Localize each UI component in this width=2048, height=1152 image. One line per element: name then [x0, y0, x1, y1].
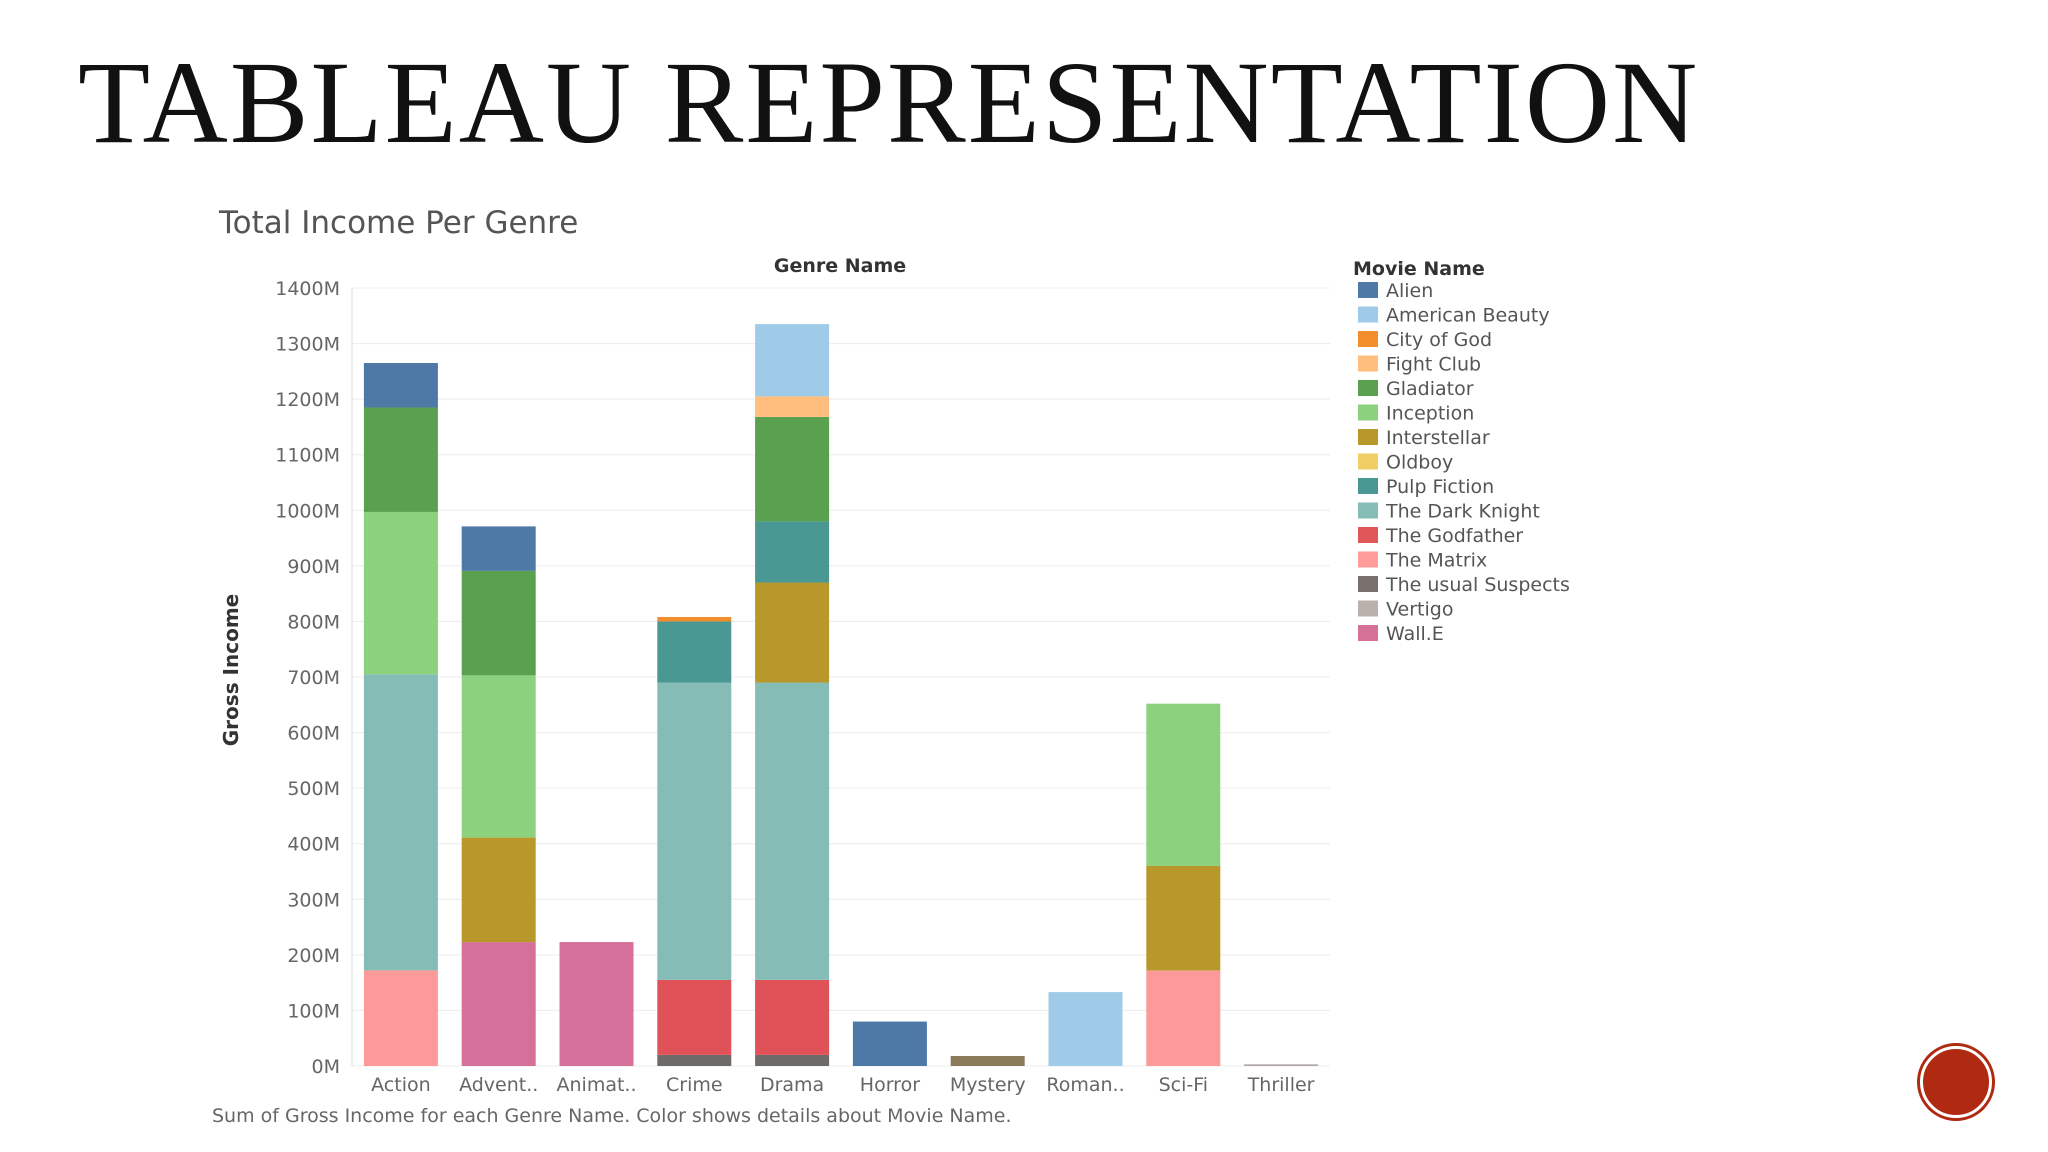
chart-title: Total Income Per Genre: [219, 205, 579, 241]
y-axis-label: Gross Income: [219, 594, 243, 746]
legend-label: Inception: [1386, 403, 1474, 425]
bar-segment[interactable]: [363, 674, 438, 971]
y-tick-label: 1100M: [275, 445, 340, 467]
bar-segment[interactable]: [657, 979, 732, 1055]
legend-swatch: [1358, 625, 1378, 641]
bar-segment[interactable]: [461, 526, 536, 571]
bar-segment[interactable]: [755, 416, 830, 522]
bar-segment[interactable]: [755, 682, 830, 980]
bar-segment[interactable]: [461, 942, 536, 1066]
legend-label: The usual Suspects: [1385, 574, 1570, 596]
bar-segment[interactable]: [852, 1021, 927, 1066]
legend-swatch: [1358, 429, 1378, 445]
y-axis-ticks: 1400M 1300M 1200M 1100M 1000M 900M 800M 700M 600…: [275, 278, 340, 1078]
y-tick-label: 800M: [287, 611, 340, 633]
bar-segment[interactable]: [657, 682, 732, 980]
bar-segment[interactable]: [461, 675, 536, 838]
chart-caption: Sum of Gross Income for each Genre Name.…: [212, 1105, 1012, 1127]
x-tick-label: Crime: [666, 1074, 723, 1096]
y-tick-label: 100M: [287, 1000, 340, 1022]
legend-swatch: [1358, 478, 1378, 494]
bar-segment[interactable]: [363, 970, 438, 1066]
legend-swatch: [1358, 404, 1378, 421]
legend-swatch: [1358, 306, 1378, 323]
y-tick-label: 300M: [287, 889, 340, 911]
legend-swatch: [1358, 453, 1378, 470]
x-tick-label: Horror: [860, 1074, 920, 1096]
y-tick-label: 1200M: [275, 389, 340, 411]
legend-title: Movie Name: [1353, 258, 1485, 280]
legend-swatch: [1358, 380, 1378, 396]
y-tick-label: 200M: [287, 945, 340, 967]
bar-segment[interactable]: [1146, 970, 1221, 1066]
bar-segment[interactable]: [950, 1055, 1025, 1066]
legend-label: Vertigo: [1386, 599, 1453, 621]
y-tick-label: 700M: [287, 667, 340, 689]
bar-segment[interactable]: [755, 979, 830, 1055]
bar-segment[interactable]: [1048, 992, 1123, 1066]
bar-segment[interactable]: [657, 1054, 732, 1066]
bar-segment[interactable]: [1146, 703, 1221, 866]
x-axis-ticks: Action Advent.. Animat.. Crime Drama Horror My…: [371, 1074, 1315, 1096]
bar-segment[interactable]: [461, 570, 536, 676]
bar-segment[interactable]: [755, 396, 830, 417]
legend-label: American Beauty: [1386, 305, 1550, 327]
bar-segment[interactable]: [363, 511, 438, 675]
bar-segment[interactable]: [461, 837, 536, 943]
x-tick-label: Mystery: [950, 1074, 1026, 1096]
legend-swatch: [1358, 576, 1378, 592]
y-tick-label: 1000M: [275, 500, 340, 522]
y-tick-label: 900M: [287, 556, 340, 578]
bar-segment[interactable]: [755, 582, 830, 683]
y-tick-label: 400M: [287, 834, 340, 856]
legend-label: Alien: [1386, 280, 1433, 302]
legend-label: City of God: [1386, 329, 1492, 351]
legend-swatch: [1358, 502, 1378, 519]
bar-segment[interactable]: [1146, 865, 1221, 971]
x-tick-label: Thriller: [1247, 1074, 1315, 1096]
y-tick-label: 1400M: [275, 278, 340, 300]
x-tick-label: Sci-Fi: [1159, 1074, 1208, 1096]
bar-segment[interactable]: [559, 942, 634, 1066]
legend-label: Fight Club: [1386, 354, 1481, 376]
x-tick-label: Animat..: [557, 1074, 637, 1096]
slide-title: TABLEAU REPRESENTATION: [78, 37, 1700, 168]
bar-segment[interactable]: [755, 324, 830, 397]
y-tick-label: 500M: [287, 778, 340, 800]
bars: [363, 324, 1319, 1066]
x-tick-label: Drama: [760, 1074, 824, 1096]
legend-label: Gladiator: [1386, 378, 1474, 400]
column-header: Genre Name: [774, 255, 906, 277]
legend-label: The Matrix: [1385, 550, 1487, 572]
bar-segment[interactable]: [755, 1054, 830, 1066]
legend-swatch: [1358, 551, 1378, 568]
legend-swatch: [1358, 527, 1378, 543]
x-tick-label: Action: [371, 1074, 431, 1096]
x-tick-label: Advent..: [459, 1074, 538, 1096]
bar-segment[interactable]: [657, 616, 732, 622]
legend-swatch: [1358, 600, 1378, 617]
y-tick-label: 1300M: [275, 334, 340, 356]
bar-segment[interactable]: [755, 521, 830, 583]
legend-swatch: [1358, 355, 1378, 372]
legend-swatch: [1358, 282, 1378, 298]
bar-segment[interactable]: [657, 621, 732, 683]
legend-label: Interstellar: [1386, 427, 1490, 449]
legend-label: Wall.E: [1386, 623, 1444, 645]
x-tick-label: Roman..: [1046, 1074, 1124, 1096]
next-slide-button[interactable]: [1920, 1046, 1992, 1118]
y-tick-label: 0M: [312, 1056, 340, 1078]
legend-label: Pulp Fiction: [1386, 476, 1494, 498]
bar-segment[interactable]: [1244, 1064, 1319, 1066]
bar-segment[interactable]: [363, 363, 438, 408]
y-tick-label: 600M: [287, 723, 340, 745]
legend-swatch: [1358, 331, 1378, 347]
legend-label: The Godfather: [1385, 525, 1523, 547]
legend-label: The Dark Knight: [1385, 501, 1540, 523]
legend-label: Oldboy: [1386, 452, 1453, 474]
bar-segment[interactable]: [363, 407, 438, 512]
